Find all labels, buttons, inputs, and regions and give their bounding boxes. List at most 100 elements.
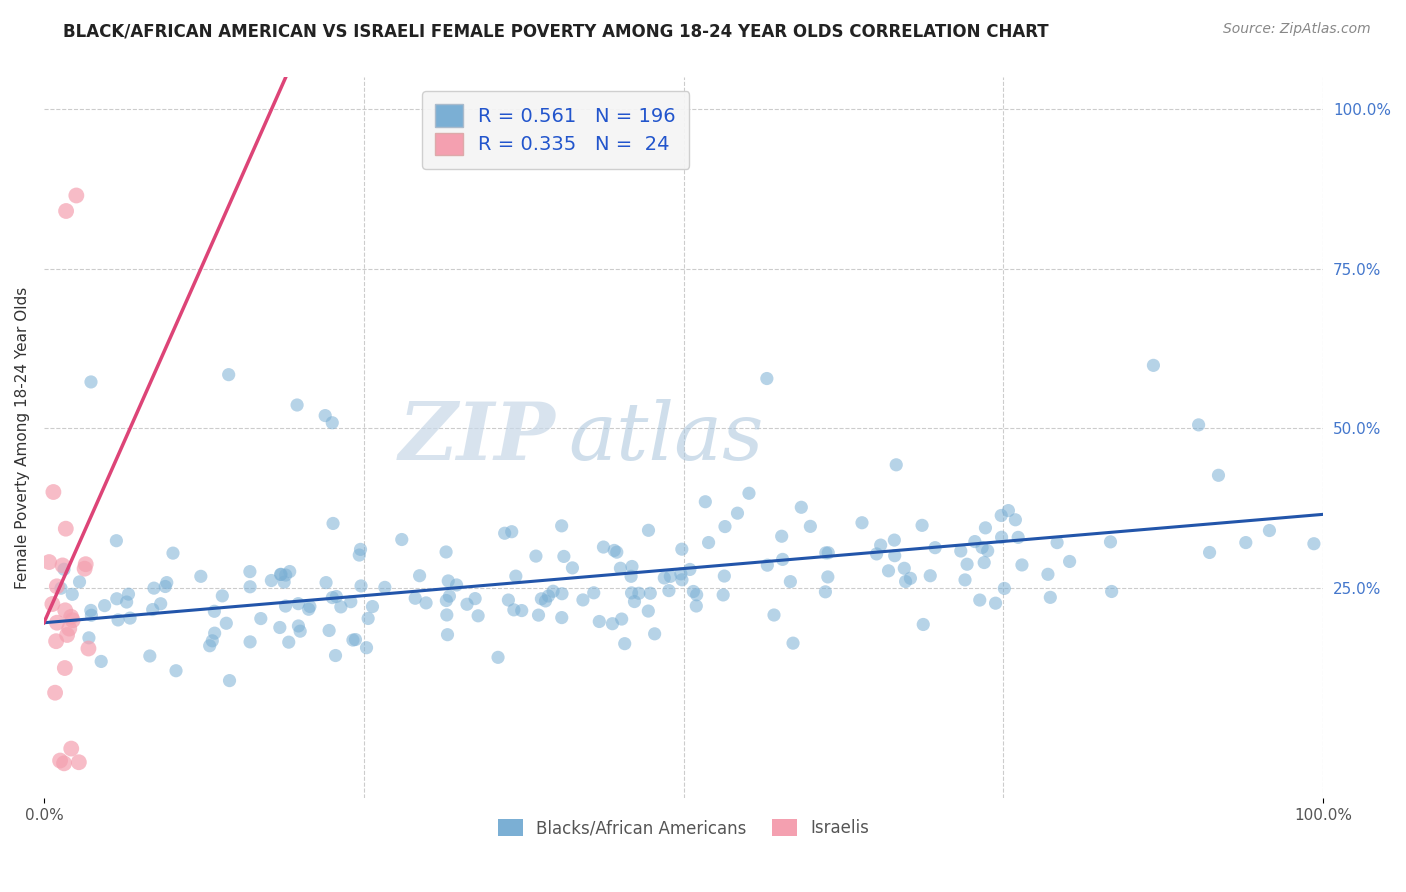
Point: [883, 533, 905, 547]
Point: [762, 607, 785, 622]
Point: [911, 518, 934, 533]
Legend: Blacks/African Americans, Israelis: Blacks/African Americans, Israelis: [492, 813, 876, 844]
Point: [53, 756, 76, 771]
Point: [58, 622, 80, 636]
Point: [60, 587, 83, 601]
Point: [404, 591, 426, 606]
Point: [75, 557, 97, 571]
Y-axis label: Female Poverty Among 18-24 Year Olds: Female Poverty Among 18-24 Year Olds: [15, 286, 30, 589]
Point: [105, 591, 128, 606]
Point: [1302, 537, 1324, 551]
Point: [990, 508, 1012, 523]
Point: [603, 543, 626, 558]
Point: [329, 599, 352, 614]
Point: [637, 524, 659, 538]
Point: [342, 633, 364, 648]
Point: [713, 569, 735, 583]
Point: [884, 458, 907, 472]
Point: [73, 562, 96, 576]
Point: [685, 599, 707, 613]
Point: [592, 540, 614, 554]
Point: [1258, 524, 1281, 538]
Point: [755, 371, 778, 385]
Point: [38, 555, 60, 569]
Point: [77, 631, 100, 645]
Point: [156, 575, 179, 590]
Point: [80, 603, 103, 617]
Point: [623, 594, 645, 608]
Point: [502, 603, 524, 617]
Point: [315, 575, 337, 590]
Point: [498, 593, 520, 607]
Point: [55, 204, 77, 219]
Point: [287, 597, 309, 611]
Point: [287, 619, 309, 633]
Point: [239, 580, 262, 594]
Point: [198, 639, 221, 653]
Point: [551, 587, 574, 601]
Point: [524, 549, 547, 563]
Point: [318, 624, 340, 638]
Point: [1099, 534, 1122, 549]
Point: [62, 613, 84, 627]
Point: [1198, 545, 1220, 559]
Point: [894, 574, 917, 589]
Point: [924, 541, 946, 555]
Point: [814, 584, 837, 599]
Point: [314, 409, 336, 423]
Point: [671, 542, 693, 557]
Point: [534, 594, 557, 608]
Point: [1011, 558, 1033, 572]
Point: [53, 562, 76, 576]
Point: [439, 589, 461, 603]
Point: [652, 571, 675, 585]
Point: [115, 595, 138, 609]
Point: [679, 562, 702, 576]
Point: [51, 558, 73, 573]
Point: [1046, 535, 1069, 549]
Point: [790, 500, 813, 515]
Point: [953, 573, 976, 587]
Point: [714, 519, 737, 533]
Point: [467, 608, 489, 623]
Point: [682, 584, 704, 599]
Point: [53, 603, 76, 617]
Point: [340, 595, 363, 609]
Point: [1101, 584, 1123, 599]
Text: BLACK/AFRICAN AMERICAN VS ISRAELI FEMALE POVERTY AMONG 18-24 YEAR OLDS CORRELATI: BLACK/AFRICAN AMERICAN VS ISRAELI FEMALE…: [63, 22, 1049, 40]
Point: [218, 673, 240, 688]
Point: [627, 586, 650, 600]
Point: [527, 608, 550, 623]
Point: [60, 741, 83, 756]
Point: [325, 648, 347, 663]
Point: [288, 624, 311, 639]
Point: [321, 591, 343, 605]
Point: [285, 398, 308, 412]
Point: [644, 627, 666, 641]
Point: [782, 636, 804, 650]
Point: [260, 574, 283, 588]
Point: [770, 529, 793, 543]
Point: [1036, 567, 1059, 582]
Point: [993, 582, 1015, 596]
Point: [756, 558, 779, 573]
Point: [446, 578, 468, 592]
Text: atlas: atlas: [568, 399, 763, 476]
Point: [637, 604, 659, 618]
Point: [165, 664, 187, 678]
Point: [356, 640, 378, 655]
Point: [322, 516, 344, 531]
Point: [93, 599, 115, 613]
Point: [505, 569, 527, 583]
Point: [869, 538, 891, 552]
Point: [49, 581, 72, 595]
Text: Source: ZipAtlas.com: Source: ZipAtlas.com: [1223, 22, 1371, 37]
Point: [105, 533, 128, 548]
Point: [273, 575, 295, 590]
Point: [671, 573, 693, 587]
Point: [56, 628, 79, 642]
Point: [685, 588, 707, 602]
Point: [963, 534, 986, 549]
Point: [350, 579, 373, 593]
Point: [434, 593, 457, 607]
